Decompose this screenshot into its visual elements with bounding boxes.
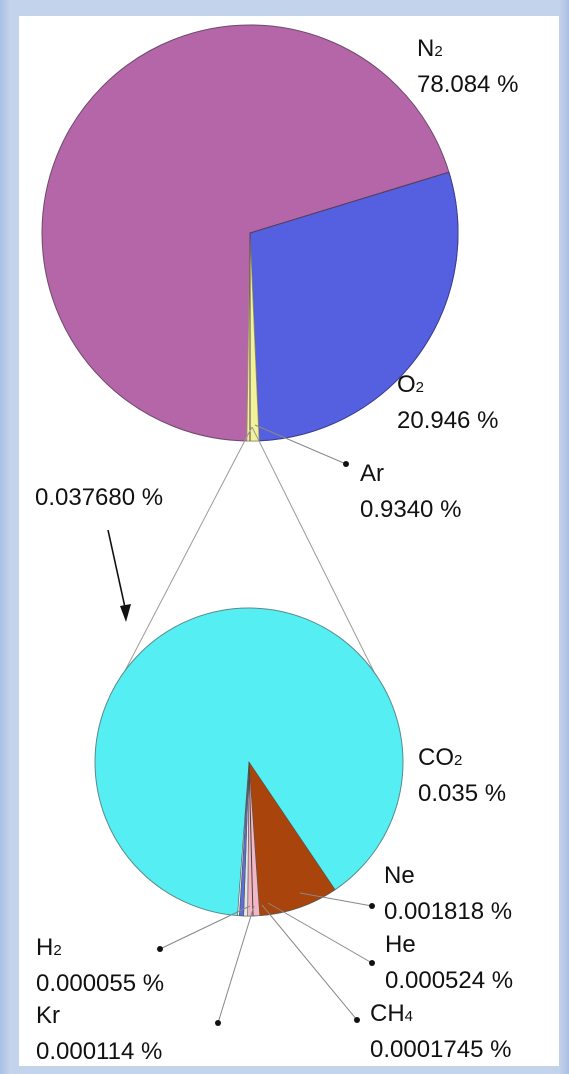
h2-value-label: 0.000055 % [36, 970, 164, 997]
co2-value-label: 0.035 % [418, 780, 506, 807]
n2-name-label: N2 [417, 35, 443, 62]
o2-name-label: O2 [397, 371, 424, 398]
h2-dot [157, 946, 163, 952]
ne-leader [299, 892, 373, 907]
ch4-leader [261, 904, 358, 1021]
ar-name-label: Ar [360, 460, 384, 487]
remainder-arrow-head [120, 604, 131, 622]
leader-lines [107, 424, 375, 1026]
slice-h2 [237, 761, 250, 917]
he-name-label: He [385, 931, 416, 958]
h2-leader [159, 905, 251, 950]
he-leader [267, 902, 373, 964]
n2-value-label: 78.084 % [417, 71, 518, 98]
he-value-label: 0.000524 % [385, 967, 513, 994]
slice-o2 [249, 171, 459, 442]
ar-leader [254, 424, 347, 465]
ne-name-label: Ne [384, 862, 415, 889]
kr-leader [217, 905, 255, 1024]
he-dot [369, 960, 375, 966]
o2-value-label: 20.946 % [397, 407, 498, 434]
kr-dot [215, 1020, 221, 1026]
trace-gas-pie [94, 607, 404, 917]
zoom-connector-lines [114, 426, 384, 691]
ch4-value-label: 0.0001745 % [370, 1036, 511, 1063]
zoom-line-left [114, 426, 253, 691]
ne-dot [369, 903, 375, 909]
ar-dot [343, 461, 349, 467]
chart-labels: N2 78.084 % O2 20.946 % Ar 0.9340 % 0.037680 %… [35, 35, 518, 1065]
kr-value-label: 0.000114 % [36, 1038, 162, 1065]
co2-name-label: CO2 [418, 744, 462, 771]
kr-name-label: Kr [36, 1002, 60, 1029]
ch4-name-label: CH4 [370, 1000, 413, 1027]
remainder-value-label: 0.037680 % [35, 484, 163, 511]
remainder-arrow [107, 529, 127, 613]
zoom-line-right [251, 426, 384, 691]
ch4-dot [354, 1017, 360, 1023]
ar-value-label: 0.9340 % [360, 496, 461, 523]
ne-value-label: 0.001818 % [384, 898, 512, 925]
h2-name-label: H2 [36, 934, 62, 961]
main-gas-pie [41, 24, 459, 442]
